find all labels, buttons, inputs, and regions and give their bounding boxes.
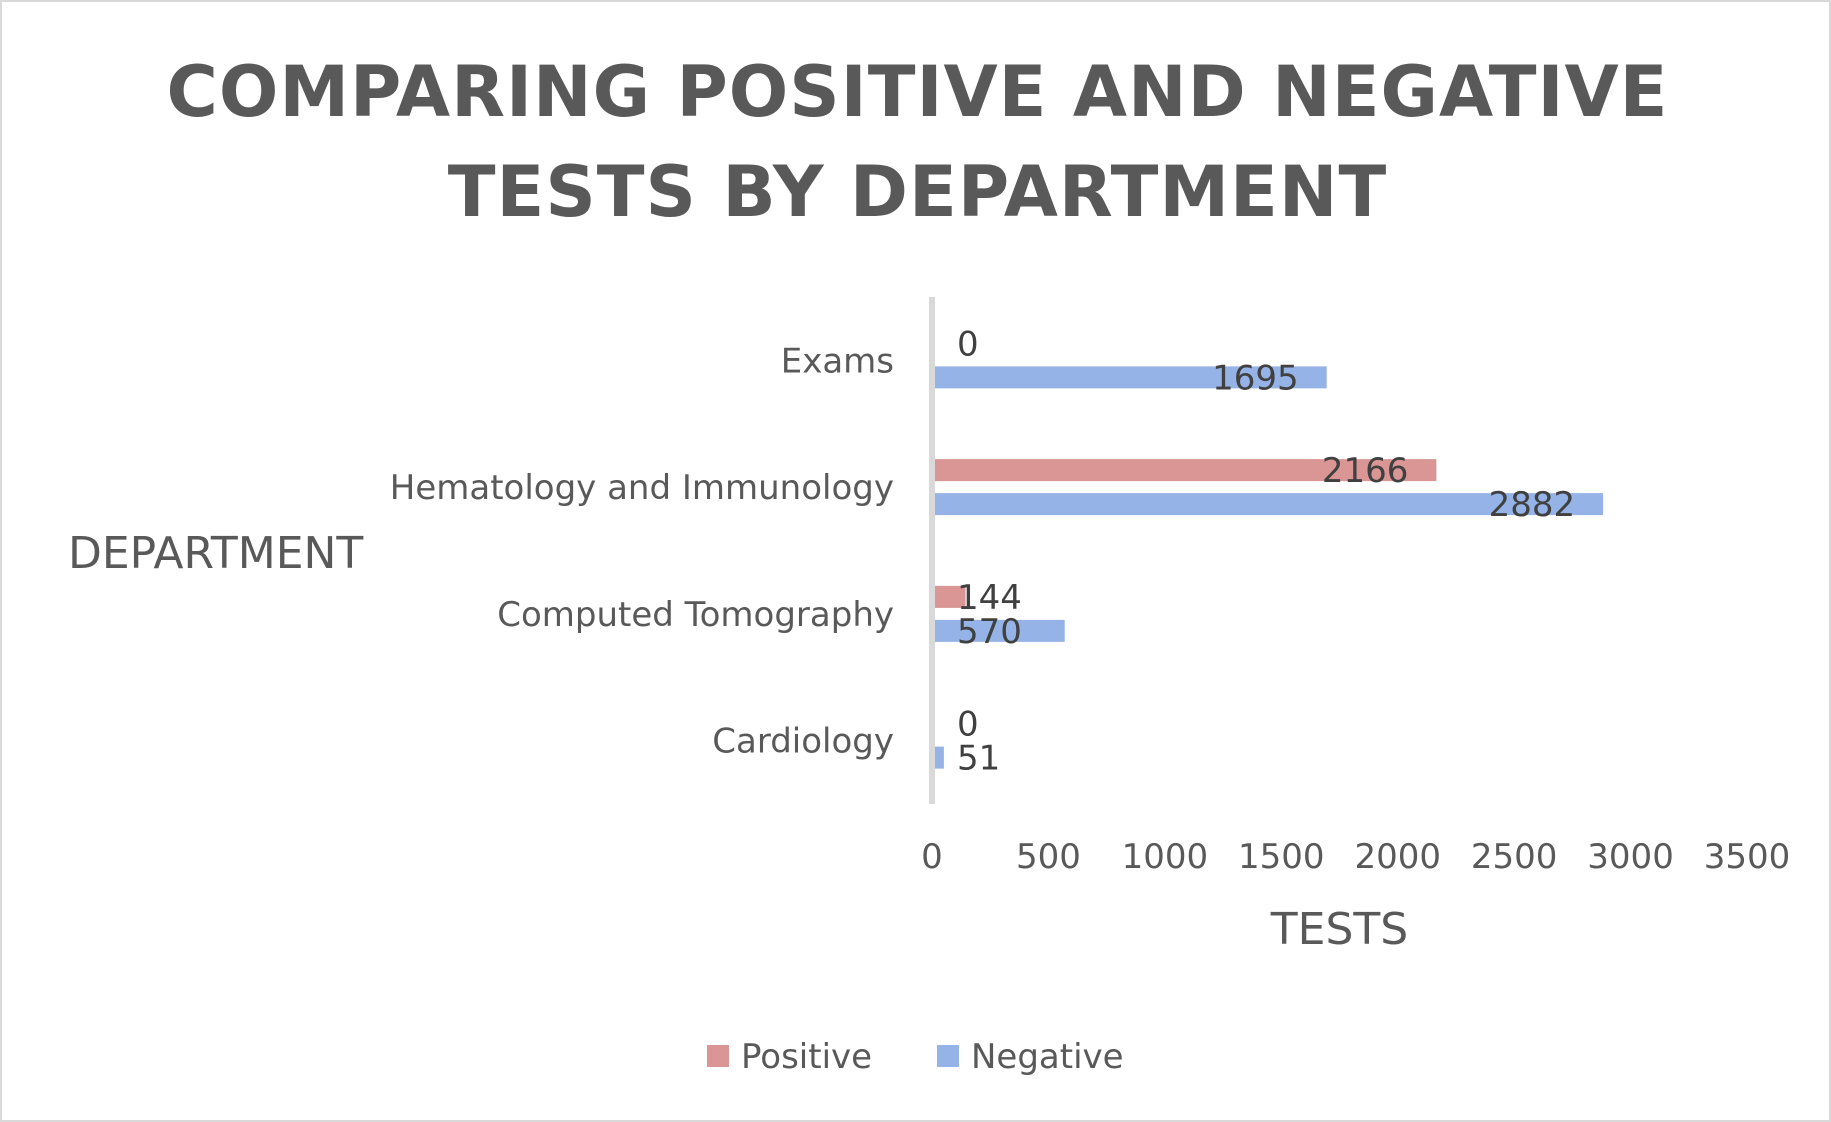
x-tick-label-2500: 2500 <box>1471 837 1558 877</box>
data-label-negative-exams: 1695 <box>1212 358 1299 398</box>
data-label-negative-hematology-and-immunology: 2882 <box>1489 485 1576 525</box>
chart-title-line-1: COMPARING POSITIVE AND NEGATIVE <box>166 51 1669 133</box>
x-tick-label-500: 500 <box>1016 837 1081 877</box>
data-label-positive-cardiology: 0 <box>957 705 979 745</box>
chart-title-line-2: TESTS BY DEPARTMENT <box>447 151 1388 233</box>
category-labels-group: Exams Hematology and Immunology Computed T… <box>390 341 894 761</box>
data-label-positive-hematology-and-immunology: 2166 <box>1322 451 1409 491</box>
category-label-computed-tomography: Computed Tomography <box>497 595 894 635</box>
x-tick-label-1500: 1500 <box>1238 837 1325 877</box>
legend-label-positive: Positive <box>741 1037 872 1077</box>
legend: Positive Negative <box>707 1037 1124 1077</box>
x-tick-label-2000: 2000 <box>1354 837 1441 877</box>
data-label-positive-computed-tomography: 144 <box>957 578 1022 618</box>
data-label-positive-exams: 0 <box>957 324 979 364</box>
bars-group <box>932 366 1604 769</box>
x-axis-title: TESTS <box>1270 904 1408 955</box>
category-label-hematology-and-immunology: Hematology and Immunology <box>390 468 894 508</box>
legend-swatch-negative <box>937 1045 959 1067</box>
x-tick-label-1000: 1000 <box>1122 837 1209 877</box>
category-label-cardiology: Cardiology <box>712 722 894 762</box>
bar-positive-computed-tomography <box>932 585 966 608</box>
legend-label-negative: Negative <box>971 1037 1124 1077</box>
bar-negative-cardiology <box>932 746 944 769</box>
legend-swatch-positive <box>707 1045 729 1067</box>
data-label-negative-computed-tomography: 570 <box>957 612 1022 652</box>
x-tick-labels-group: 0 500 1000 1500 2000 2500 3000 3500 <box>921 837 1790 877</box>
data-label-negative-cardiology: 51 <box>957 739 1000 779</box>
bar-negative-computed-tomography <box>932 619 1065 642</box>
category-label-exams: Exams <box>781 341 894 381</box>
bar-negative-exams <box>932 366 1327 389</box>
x-tick-label-3500: 3500 <box>1704 837 1791 877</box>
x-tick-label-0: 0 <box>921 837 943 877</box>
chart-title: COMPARING POSITIVE AND NEGATIVE TESTS BY… <box>2 42 1831 242</box>
bar-negative-hematology-and-immunology <box>932 493 1604 516</box>
y-axis-title: DEPARTMENT <box>68 528 363 579</box>
x-tick-label-3000: 3000 <box>1587 837 1674 877</box>
bar-positive-hematology-and-immunology <box>932 459 1437 482</box>
